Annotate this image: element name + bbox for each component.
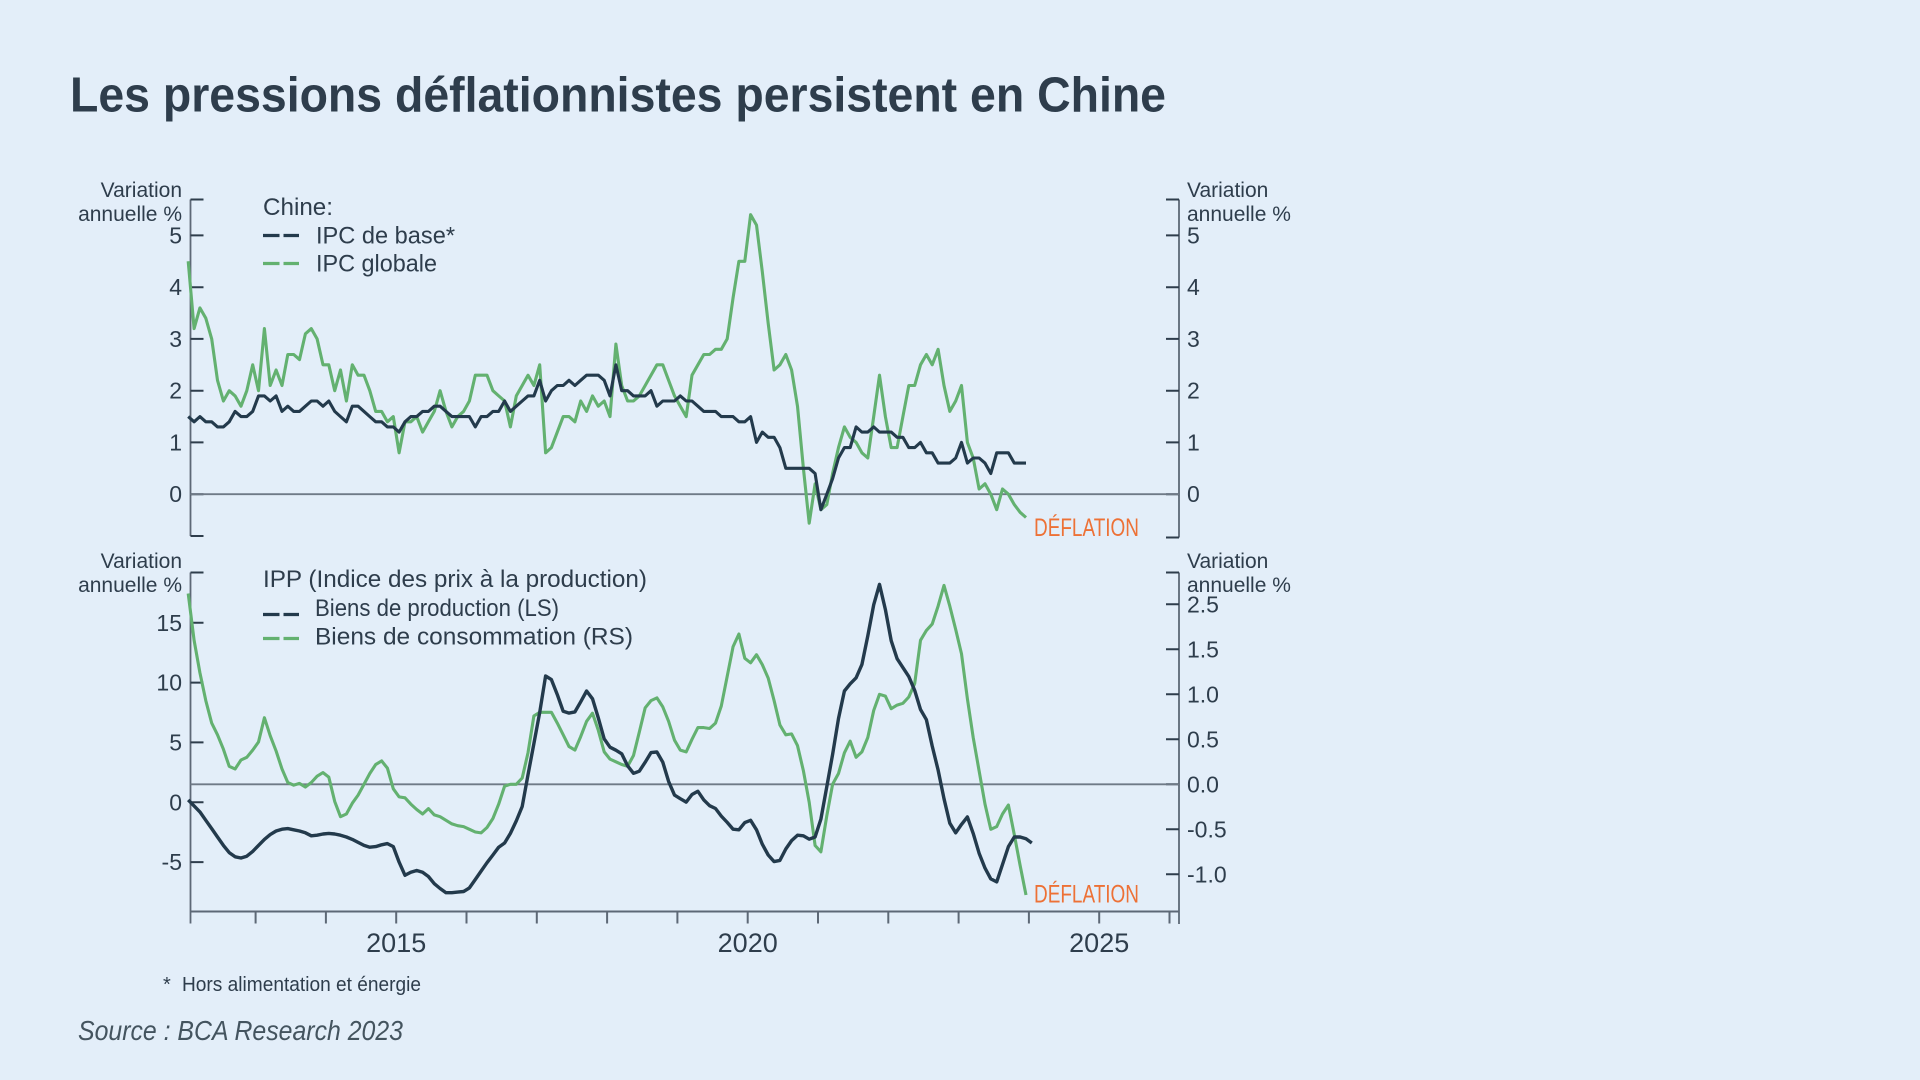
svg-text:2: 2	[1187, 378, 1200, 404]
svg-text:annuelle %: annuelle %	[78, 574, 182, 597]
svg-text:2025: 2025	[1069, 928, 1129, 958]
svg-text:*: *	[163, 974, 171, 996]
svg-text:5: 5	[169, 729, 182, 755]
svg-text:4: 4	[169, 274, 182, 300]
svg-text:1.0: 1.0	[1187, 681, 1219, 707]
svg-text:Biens de consommation (RS): Biens de consommation (RS)	[315, 624, 633, 651]
svg-text:0.5: 0.5	[1187, 726, 1219, 752]
svg-text:Chine:: Chine:	[263, 194, 333, 221]
svg-text:0: 0	[169, 481, 182, 507]
svg-text:Variation: Variation	[1187, 550, 1268, 573]
svg-text:2015: 2015	[366, 928, 426, 958]
svg-text:Variation: Variation	[101, 179, 182, 202]
svg-text:0: 0	[1187, 481, 1200, 507]
svg-text:2.5: 2.5	[1187, 591, 1219, 617]
svg-text:Les pressions déflationnistes: Les pressions déflationnistes persistent…	[70, 69, 1166, 123]
svg-text:annuelle %: annuelle %	[78, 203, 182, 226]
svg-text:annuelle %: annuelle %	[1187, 203, 1291, 226]
svg-text:-0.5: -0.5	[1187, 816, 1227, 842]
svg-text:annuelle %: annuelle %	[1187, 574, 1291, 597]
svg-text:4: 4	[1187, 274, 1200, 300]
svg-text:-1.0: -1.0	[1187, 861, 1227, 887]
svg-text:1: 1	[169, 429, 182, 455]
svg-text:DÉFLATION: DÉFLATION	[1034, 513, 1139, 542]
svg-text:Variation: Variation	[101, 550, 182, 573]
svg-text:5: 5	[1187, 222, 1200, 248]
svg-text:15: 15	[156, 610, 182, 636]
svg-text:5: 5	[169, 222, 182, 248]
svg-text:Biens de production (LS): Biens de production (LS)	[315, 595, 559, 622]
svg-text:Variation: Variation	[1187, 179, 1268, 202]
svg-text:-5: -5	[162, 849, 182, 875]
svg-text:10: 10	[156, 670, 182, 696]
svg-text:IPP (Indice des prix à la prod: IPP (Indice des prix à la production)	[263, 566, 647, 593]
svg-text:IPC de base*: IPC de base*	[316, 223, 455, 250]
svg-text:Source : BCA Research 2023: Source : BCA Research 2023	[78, 1015, 403, 1046]
svg-text:1: 1	[1187, 429, 1200, 455]
svg-text:DÉFLATION: DÉFLATION	[1034, 880, 1139, 909]
svg-text:3: 3	[1187, 326, 1200, 352]
svg-text:0: 0	[169, 789, 182, 815]
svg-text:2: 2	[169, 378, 182, 404]
svg-text:Hors alimentation et énergie: Hors alimentation et énergie	[182, 974, 421, 996]
svg-text:2020: 2020	[718, 928, 778, 958]
svg-text:1.5: 1.5	[1187, 636, 1219, 662]
svg-text:3: 3	[169, 326, 182, 352]
svg-text:IPC globale: IPC globale	[316, 251, 437, 278]
svg-text:0.0: 0.0	[1187, 771, 1219, 797]
